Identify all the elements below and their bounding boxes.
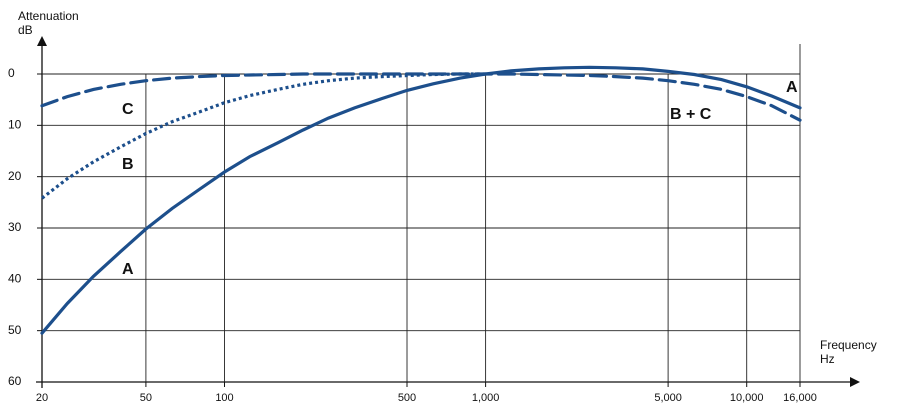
curve-label: A xyxy=(786,79,798,96)
y-tick-label: 30 xyxy=(8,220,22,234)
y-axis-title: Attenuation xyxy=(18,9,79,23)
curve-c xyxy=(40,72,802,122)
x-tick-label: 50 xyxy=(140,392,152,404)
y-tick-label: 0 xyxy=(8,66,15,80)
x-tick-label: 100 xyxy=(215,392,233,404)
y-tick-label: 10 xyxy=(8,118,22,132)
x-tick-label: 5,000 xyxy=(654,392,682,404)
x-tick-label: 10,000 xyxy=(730,392,764,404)
curve-label: B xyxy=(122,156,134,173)
x-tick-label: 500 xyxy=(398,392,416,404)
y-tick-label: 50 xyxy=(8,323,22,337)
x-axis-unit: Hz xyxy=(820,352,835,366)
y-tick-label: 20 xyxy=(8,169,22,183)
x-tick-label: 16,000 xyxy=(783,392,817,404)
y-tick-label: 60 xyxy=(8,374,22,388)
curve-a xyxy=(40,65,802,335)
curve-label: A xyxy=(122,261,134,278)
y-axis-unit: dB xyxy=(18,23,33,37)
x-tick-label: 1,000 xyxy=(472,392,500,404)
curve-label: C xyxy=(122,101,134,118)
curve-b xyxy=(41,72,486,200)
curve-label: B + C xyxy=(670,106,712,123)
x-axis-title: Frequency xyxy=(820,338,877,352)
y-tick-label: 40 xyxy=(8,272,22,286)
x-tick-label: 20 xyxy=(36,392,48,404)
